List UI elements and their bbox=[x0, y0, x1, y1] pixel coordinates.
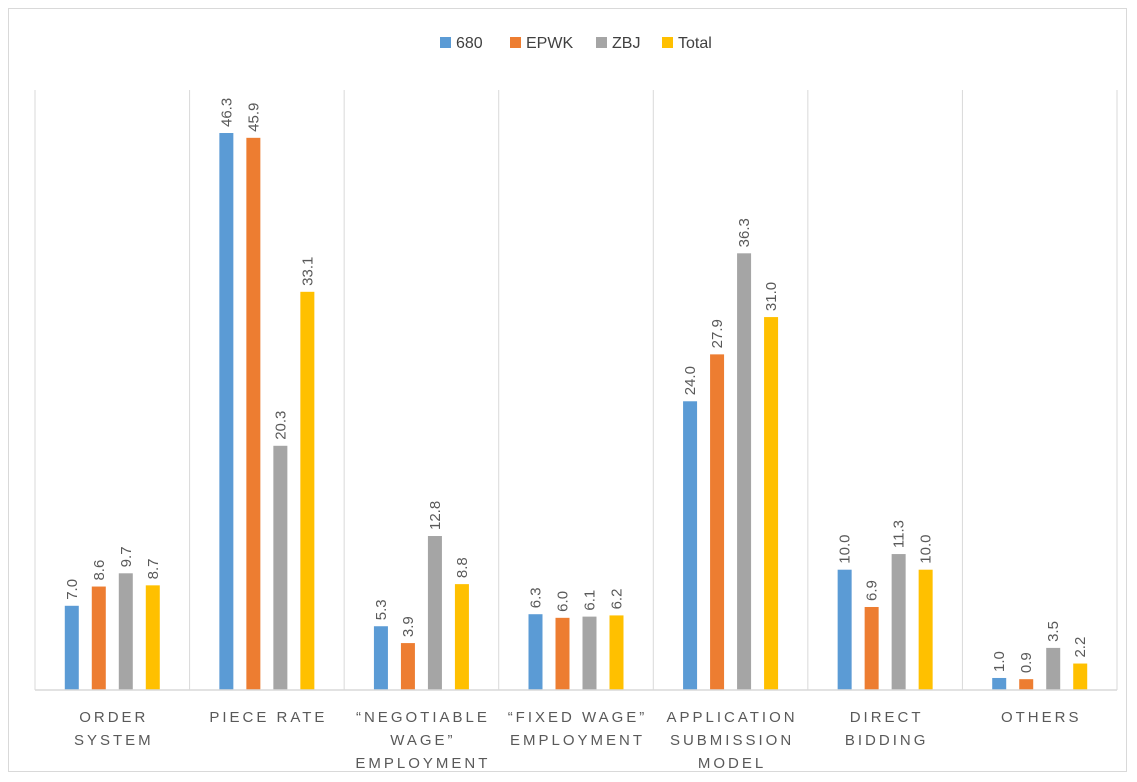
data-label: 46.3 bbox=[218, 98, 235, 127]
x-tick-label: SYSTEM bbox=[74, 732, 154, 749]
bar-total-2 bbox=[300, 291, 315, 690]
data-label: 8.8 bbox=[454, 557, 471, 578]
legend-swatch-zbj bbox=[596, 37, 607, 48]
bar-epwk-2 bbox=[246, 137, 261, 690]
bar-680-5 bbox=[683, 401, 698, 690]
data-label: 8.6 bbox=[91, 560, 108, 581]
bar-680-6 bbox=[837, 569, 852, 690]
data-label: 36.3 bbox=[736, 218, 753, 247]
data-label: 11.3 bbox=[891, 520, 908, 548]
data-label: 7.0 bbox=[64, 579, 81, 600]
legend-swatch-680 bbox=[440, 37, 451, 48]
bars bbox=[64, 133, 1088, 691]
legend-label-zbj: ZBJ bbox=[612, 35, 640, 52]
bar-680-4 bbox=[528, 614, 543, 690]
x-tick-label: SUBMISSION bbox=[670, 732, 794, 749]
data-label: 3.9 bbox=[400, 616, 417, 637]
bar-epwk-4 bbox=[555, 617, 570, 690]
data-label: 6.0 bbox=[555, 591, 572, 612]
x-tick-label: WAGE” bbox=[390, 732, 455, 749]
bar-zbj-3 bbox=[427, 536, 442, 690]
data-label: 20.3 bbox=[272, 411, 289, 440]
chart-frame bbox=[8, 8, 1127, 772]
x-tick-label: “FIXED WAGE” bbox=[508, 709, 648, 726]
bar-epwk-6 bbox=[864, 606, 879, 690]
bar-680-2 bbox=[219, 133, 234, 691]
data-label: 10.0 bbox=[837, 534, 854, 563]
data-label: 45.9 bbox=[245, 103, 262, 132]
legend-label-total: Total bbox=[678, 35, 712, 52]
data-labels: 7.0 8.6 9.7 8.7 46.3 45.9 20.3 33.1 5.3 3.9 12.8 8.… bbox=[64, 98, 1089, 673]
data-label: 1.0 bbox=[991, 651, 1008, 672]
category-separators bbox=[34, 90, 1118, 690]
data-label: 6.1 bbox=[582, 590, 599, 611]
data-label: 27.9 bbox=[709, 319, 726, 348]
legend-swatch-total bbox=[662, 37, 673, 48]
data-label: 6.2 bbox=[609, 589, 626, 610]
data-label: 0.9 bbox=[1018, 652, 1035, 673]
x-tick-label: MODEL bbox=[698, 755, 766, 772]
data-label: 6.3 bbox=[528, 587, 545, 608]
bar-680-1 bbox=[64, 605, 79, 690]
x-tick-label: APPLICATION bbox=[667, 709, 798, 726]
bar-zbj-7 bbox=[1046, 647, 1061, 690]
bar-680-3 bbox=[373, 626, 388, 690]
data-label: 10.0 bbox=[918, 534, 935, 563]
bar-total-7 bbox=[1073, 663, 1088, 690]
legend-label-epwk: EPWK bbox=[526, 35, 573, 52]
data-label: 33.1 bbox=[299, 257, 316, 286]
data-label: 5.3 bbox=[373, 599, 390, 620]
bar-total-3 bbox=[454, 584, 469, 690]
bar-epwk-3 bbox=[400, 643, 415, 690]
bar-zbj-2 bbox=[273, 445, 288, 690]
x-tick-label: EMPLOYMENT bbox=[510, 732, 645, 749]
bar-total-1 bbox=[145, 585, 160, 690]
bar-epwk-5 bbox=[710, 354, 725, 690]
data-label: 31.0 bbox=[763, 282, 780, 311]
x-tick-label: “NEGOTIABLE bbox=[356, 709, 490, 726]
x-tick-label: PIECE RATE bbox=[209, 709, 327, 726]
data-label: 9.7 bbox=[118, 546, 135, 567]
bar-zbj-1 bbox=[118, 573, 133, 690]
x-axis-tick-labels: ORDER SYSTEM PIECE RATE “NEGOTIABLE WAGE” EMP… bbox=[74, 709, 1082, 772]
data-label: 12.8 bbox=[427, 501, 444, 530]
x-tick-label: ORDER bbox=[79, 709, 148, 726]
bar-total-4 bbox=[609, 615, 624, 690]
legend-label-680: 680 bbox=[456, 35, 483, 52]
legend-swatch-epwk bbox=[510, 37, 521, 48]
x-tick-label: OTHERS bbox=[1001, 709, 1082, 726]
bar-epwk-7 bbox=[1019, 679, 1034, 690]
bar-total-5 bbox=[764, 317, 779, 690]
bar-epwk-1 bbox=[91, 586, 106, 690]
x-tick-label: BIDDING bbox=[845, 732, 929, 749]
bar-680-7 bbox=[992, 677, 1007, 690]
data-label: 24.0 bbox=[682, 366, 699, 395]
bar-zbj-4 bbox=[582, 616, 597, 690]
bar-total-6 bbox=[918, 569, 933, 690]
data-label: 6.9 bbox=[864, 580, 881, 601]
x-tick-label: EMPLOYMENT bbox=[355, 755, 490, 772]
x-tick-label: DIRECT bbox=[850, 709, 924, 726]
bar-zbj-5 bbox=[737, 253, 752, 690]
legend: 680 EPWK ZBJ Total bbox=[440, 35, 712, 52]
data-label: 2.2 bbox=[1072, 637, 1089, 658]
data-label: 8.7 bbox=[145, 558, 162, 579]
data-label: 3.5 bbox=[1045, 621, 1062, 642]
bar-zbj-6 bbox=[891, 554, 906, 690]
